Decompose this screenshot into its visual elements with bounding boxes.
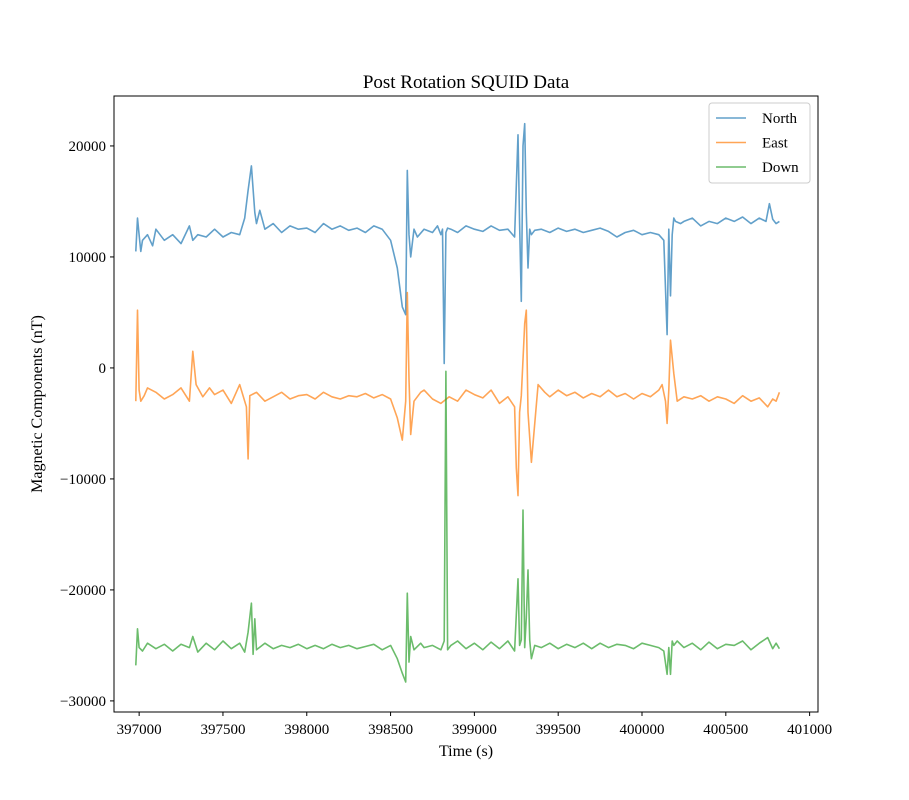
y-axis-label: Magnetic Components (nT)	[29, 315, 46, 493]
chart-title: Post Rotation SQUID Data	[363, 72, 570, 93]
x-axis: 397000 397500 398000 398500 399000 399500 4000…	[117, 712, 832, 738]
y-tick-label: 0	[99, 361, 107, 377]
x-tick-label: 397000	[117, 722, 162, 738]
series-line-down	[135, 370, 781, 683]
y-tick-label: −10000	[60, 472, 106, 488]
y-tick-label: −30000	[60, 694, 106, 710]
x-tick-label: 401000	[787, 722, 832, 738]
y-tick-label: 20000	[69, 139, 107, 155]
y-axis: 20000 10000 0 −10000 −20000 −30000	[60, 139, 114, 710]
legend-frame	[708, 102, 811, 184]
x-tick-label: 399500	[536, 722, 581, 738]
plot-area-frame	[113, 95, 819, 713]
x-tick-label: 397500	[200, 722, 245, 738]
legend: North East Down	[708, 102, 811, 184]
series-layer	[135, 122, 781, 683]
legend-label-north: North	[762, 111, 797, 127]
y-tick-label: 10000	[69, 250, 107, 266]
legend-label-east: East	[762, 136, 789, 152]
x-tick-label: 400500	[703, 722, 748, 738]
x-tick-label: 398000	[284, 722, 329, 738]
legend-label-down: Down	[762, 160, 799, 176]
x-tick-label: 400000	[620, 722, 665, 738]
y-tick-label: −20000	[60, 583, 106, 599]
x-axis-label: Time (s)	[439, 743, 493, 760]
x-tick-label: 399000	[452, 722, 497, 738]
series-line-north	[135, 122, 780, 365]
series-line-east	[135, 291, 781, 497]
x-tick-label: 398500	[368, 722, 413, 738]
